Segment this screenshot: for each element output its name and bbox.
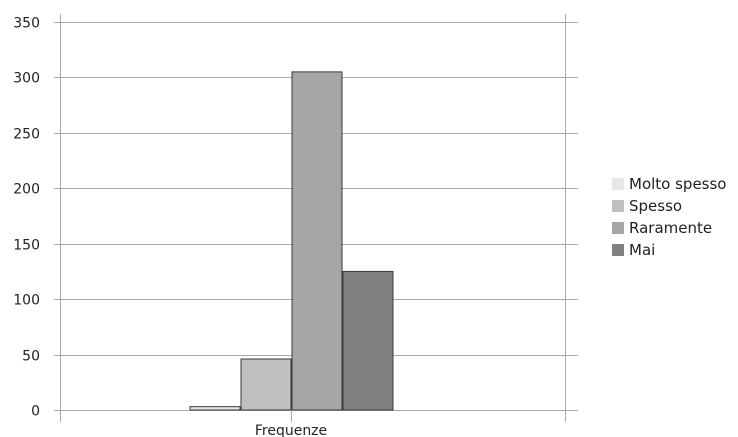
- axes: 0 50 100 150 200 250 300 350 Frequenze: [13, 14, 566, 437]
- legend-item: Spesso: [612, 195, 727, 217]
- legend-item: Mai: [612, 239, 727, 261]
- y-tick-label: 150: [13, 238, 40, 254]
- legend-swatch: [612, 200, 624, 212]
- y-tick-label: 100: [13, 293, 40, 309]
- bars: [189, 71, 394, 411]
- legend-label: Molto spesso: [629, 175, 727, 193]
- bar-molto-spesso: [189, 406, 241, 411]
- legend-item: Raramente: [612, 217, 727, 239]
- legend-label: Mai: [629, 241, 656, 259]
- y-tick-label: 50: [22, 349, 40, 365]
- legend-swatch: [612, 222, 624, 234]
- bar-raramente: [291, 71, 343, 411]
- bar-spesso: [240, 358, 292, 411]
- y-tick-label: 200: [13, 182, 40, 198]
- legend-swatch: [612, 244, 624, 256]
- legend-item: Molto spesso: [612, 173, 727, 195]
- legend: Molto spesso Spesso Raramente Mai: [612, 173, 727, 261]
- y-tick-label: 350: [13, 16, 40, 32]
- legend-swatch: [612, 178, 624, 190]
- x-category-label: Frequenze: [255, 423, 327, 437]
- y-tick-label: 300: [13, 71, 40, 87]
- legend-label: Spesso: [629, 197, 683, 215]
- legend-label: Raramente: [629, 219, 713, 237]
- y-tick-label: 250: [13, 127, 40, 143]
- y-tick-label: 0: [31, 404, 40, 420]
- bar-mai: [342, 270, 394, 411]
